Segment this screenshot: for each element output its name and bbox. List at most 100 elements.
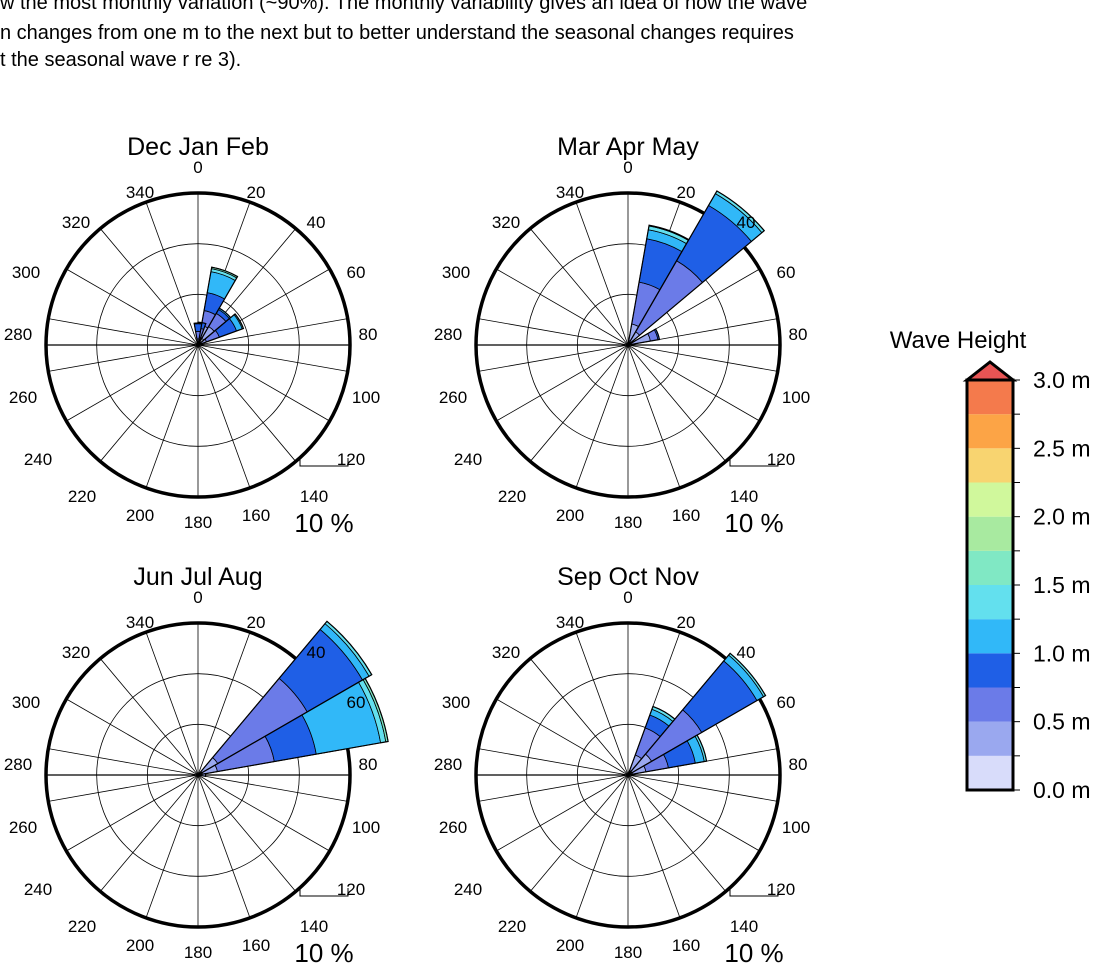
direction-tick-label-220: 220	[498, 917, 526, 936]
direction-spoke	[575, 632, 629, 776]
direction-tick-label-180: 180	[184, 943, 212, 962]
direction-spoke	[197, 632, 251, 776]
direction-tick-label-320: 320	[62, 213, 90, 232]
panel-title: Sep Oct Nov	[557, 563, 699, 591]
body-text-line-3: t the seasonal wave r re 3).	[0, 49, 242, 71]
direction-tick-label-120: 120	[337, 880, 365, 899]
direction-tick-label-20: 20	[247, 183, 266, 202]
direction-tick-label-200: 200	[126, 506, 154, 525]
direction-spoke	[478, 344, 629, 372]
direction-spoke	[529, 344, 629, 462]
body-text-line-1: w the most monthly variation (~90%). The…	[0, 0, 808, 14]
direction-tick-label-220: 220	[68, 487, 96, 506]
scale-bar	[729, 888, 779, 897]
direction-tick-label-300: 300	[442, 263, 470, 282]
direction-spoke	[627, 774, 778, 802]
direction-tick-label-320: 320	[62, 643, 90, 662]
direction-tick-label-260: 260	[9, 818, 37, 837]
rose-sector-outline	[627, 652, 767, 776]
direction-tick-label-40: 40	[307, 213, 326, 232]
direction-tick-label-20: 20	[247, 613, 266, 632]
direction-tick-label-20: 20	[677, 183, 696, 202]
direction-tick-label-340: 340	[556, 613, 584, 632]
outer-ring	[44, 621, 352, 929]
direction-tick-label-280: 280	[4, 325, 32, 344]
rose-sector-outline	[627, 328, 661, 346]
legend-color-bin	[967, 585, 1013, 620]
direction-tick-label-320: 320	[492, 213, 520, 232]
direction-tick-label-280: 280	[4, 755, 32, 774]
legend-color-bin	[967, 414, 1013, 449]
legend-color-bin	[967, 721, 1013, 756]
direction-spoke	[197, 344, 251, 488]
direction-tick-label-120: 120	[767, 880, 795, 899]
direction-tick-label-180: 180	[614, 943, 642, 962]
wave-height-legend: 3.0 m 2.5 m 2.0 m 1.5 m 1.0 m 0.5 m 0.0 m Wave …	[890, 327, 1091, 803]
direction-tick-label-180: 180	[614, 513, 642, 532]
direction-spoke	[627, 774, 681, 918]
rose-panel-1: 0 20 40 60 80 100 120 140 160 180 200 220 240 260 280 3…	[4, 133, 380, 538]
direction-spoke	[627, 344, 727, 462]
legend-label: 1.0 m	[1033, 640, 1091, 666]
direction-spoke	[99, 228, 199, 346]
direction-spoke	[529, 658, 629, 776]
direction-spoke	[48, 748, 199, 776]
direction-tick-label-20: 20	[677, 613, 696, 632]
direction-spoke	[197, 318, 348, 346]
direction-spoke	[575, 344, 629, 488]
direction-spoke	[48, 344, 199, 372]
legend-overflow-arrow	[962, 360, 1018, 382]
direction-spoke	[197, 774, 297, 892]
direction-tick-label-60: 60	[347, 693, 366, 712]
direction-tick-label-240: 240	[24, 880, 52, 899]
legend-color-bin	[967, 653, 1013, 688]
legend-color-bin	[967, 687, 1013, 722]
direction-tick-label-0: 0	[623, 588, 632, 607]
direction-spoke	[145, 632, 199, 776]
direction-tick-label-260: 260	[439, 818, 467, 837]
direction-spoke	[66, 774, 199, 852]
direction-tick-label-40: 40	[737, 643, 756, 662]
direction-tick-label-160: 160	[672, 506, 700, 525]
rose-sector-outline	[197, 313, 245, 346]
direction-tick-label-120: 120	[337, 450, 365, 469]
outer-ring	[474, 621, 782, 929]
direction-tick-label-40: 40	[737, 213, 756, 232]
direction-spoke	[575, 774, 629, 918]
legend-title: Wave Height	[890, 327, 1027, 354]
direction-tick-label-180: 180	[184, 513, 212, 532]
direction-tick-label-100: 100	[782, 818, 810, 837]
direction-tick-label-240: 240	[454, 450, 482, 469]
body-text-line-2: n changes from one m to the next but to …	[0, 22, 794, 44]
scale-bar	[729, 458, 779, 467]
legend-label: 1.5 m	[1033, 572, 1091, 598]
direction-tick-label-220: 220	[498, 487, 526, 506]
direction-tick-label-100: 100	[352, 818, 380, 837]
rose-sector-outline	[627, 190, 766, 346]
direction-spoke	[145, 774, 199, 918]
direction-tick-label-160: 160	[672, 936, 700, 955]
legend-color-bin	[967, 380, 1013, 415]
scale-label: 10 %	[724, 938, 783, 967]
direction-tick-label-40: 40	[307, 643, 326, 662]
panel-title: Mar Apr May	[557, 133, 699, 161]
scale-label: 10 %	[724, 508, 783, 538]
direction-tick-label-200: 200	[556, 936, 584, 955]
direction-tick-label-0: 0	[623, 158, 632, 177]
direction-spoke	[478, 774, 629, 802]
direction-tick-label-140: 140	[730, 487, 758, 506]
scale-label: 10 %	[294, 508, 353, 538]
direction-spoke	[575, 202, 629, 346]
legend-color-bin	[967, 755, 1013, 790]
direction-spoke	[145, 344, 199, 488]
legend-color-bin	[967, 448, 1013, 483]
panel-title: Jun Jul Aug	[133, 563, 262, 591]
direction-tick-label-100: 100	[782, 388, 810, 407]
direction-spoke	[478, 748, 629, 776]
outer-ring	[474, 191, 782, 499]
direction-tick-label-340: 340	[556, 183, 584, 202]
direction-tick-label-300: 300	[442, 693, 470, 712]
direction-tick-label-200: 200	[556, 506, 584, 525]
direction-tick-label-260: 260	[439, 388, 467, 407]
